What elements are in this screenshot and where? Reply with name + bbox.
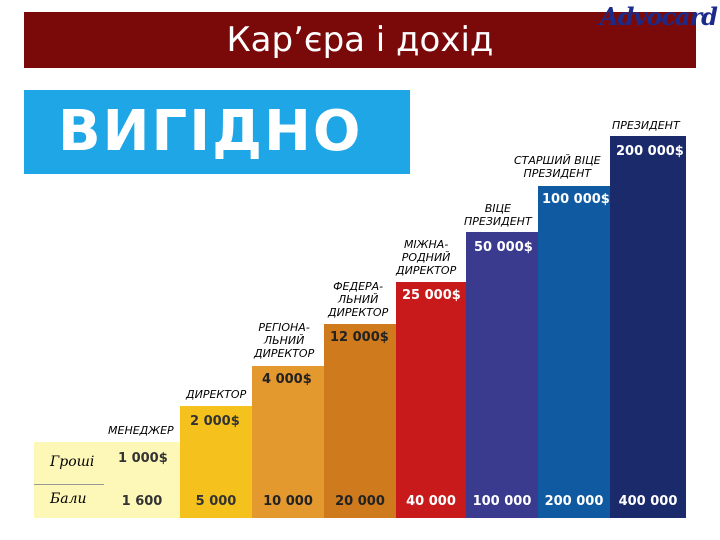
level-score: 40 000 <box>406 494 456 509</box>
money-row-label: Гроші <box>50 454 95 470</box>
level-income: 2 000$ <box>190 414 240 429</box>
level-bar-international-director <box>396 282 466 518</box>
level-title: ВІЦЕ ПРЕЗИДЕНТ <box>464 202 532 228</box>
level-score: 10 000 <box>263 494 313 509</box>
level-income: 1 000$ <box>118 451 168 466</box>
level-score: 1 600 <box>121 494 163 509</box>
level-bar-senior-vice-president <box>538 186 610 518</box>
level-score: 200 000 <box>544 494 604 509</box>
header-bar: Кар’єра і дохід <box>24 12 696 68</box>
level-score: 100 000 <box>472 494 532 509</box>
level-title: СТАРШИЙ ВІЦЕ ПРЕЗИДЕНТ <box>514 154 601 180</box>
score-row-label: Бали <box>50 491 87 507</box>
brand-logo: Advocard <box>600 2 718 31</box>
level-bar-president <box>610 136 686 518</box>
benefit-banner: ВИГІДНО <box>24 90 410 174</box>
money-row-band <box>34 442 104 484</box>
level-bar-director <box>180 406 252 518</box>
level-title: МІЖНА- РОДНИЙ ДИРЕКТОР <box>396 238 457 277</box>
level-score: 5 000 <box>195 494 237 509</box>
level-title: ФЕДЕРА- ЛЬНИЙ ДИРЕКТОР <box>328 280 389 319</box>
level-bar-regional-director <box>252 366 324 518</box>
row-divider <box>34 484 104 485</box>
level-income: 50 000$ <box>474 240 533 255</box>
level-bar-manager <box>104 442 180 518</box>
level-score: 400 000 <box>618 494 678 509</box>
level-income: 12 000$ <box>330 330 389 345</box>
score-row-band <box>34 484 104 518</box>
level-title: МЕНЕДЖЕР <box>108 424 174 437</box>
level-title: ДИРЕКТОР <box>186 388 247 401</box>
level-score: 20 000 <box>335 494 385 509</box>
page-title: Кар’єра і дохід <box>226 20 494 60</box>
level-income: 25 000$ <box>402 288 461 303</box>
level-income: 200 000$ <box>616 144 684 159</box>
level-title: РЕГІОНА- ЛЬНИЙ ДИРЕКТОР <box>254 321 315 360</box>
level-income: 4 000$ <box>262 372 312 387</box>
level-bar-federal-director <box>324 324 396 518</box>
level-bar-vice-president <box>466 232 538 518</box>
level-income: 100 000$ <box>542 192 610 207</box>
level-title: ПРЕЗИДЕНТ <box>612 119 680 132</box>
